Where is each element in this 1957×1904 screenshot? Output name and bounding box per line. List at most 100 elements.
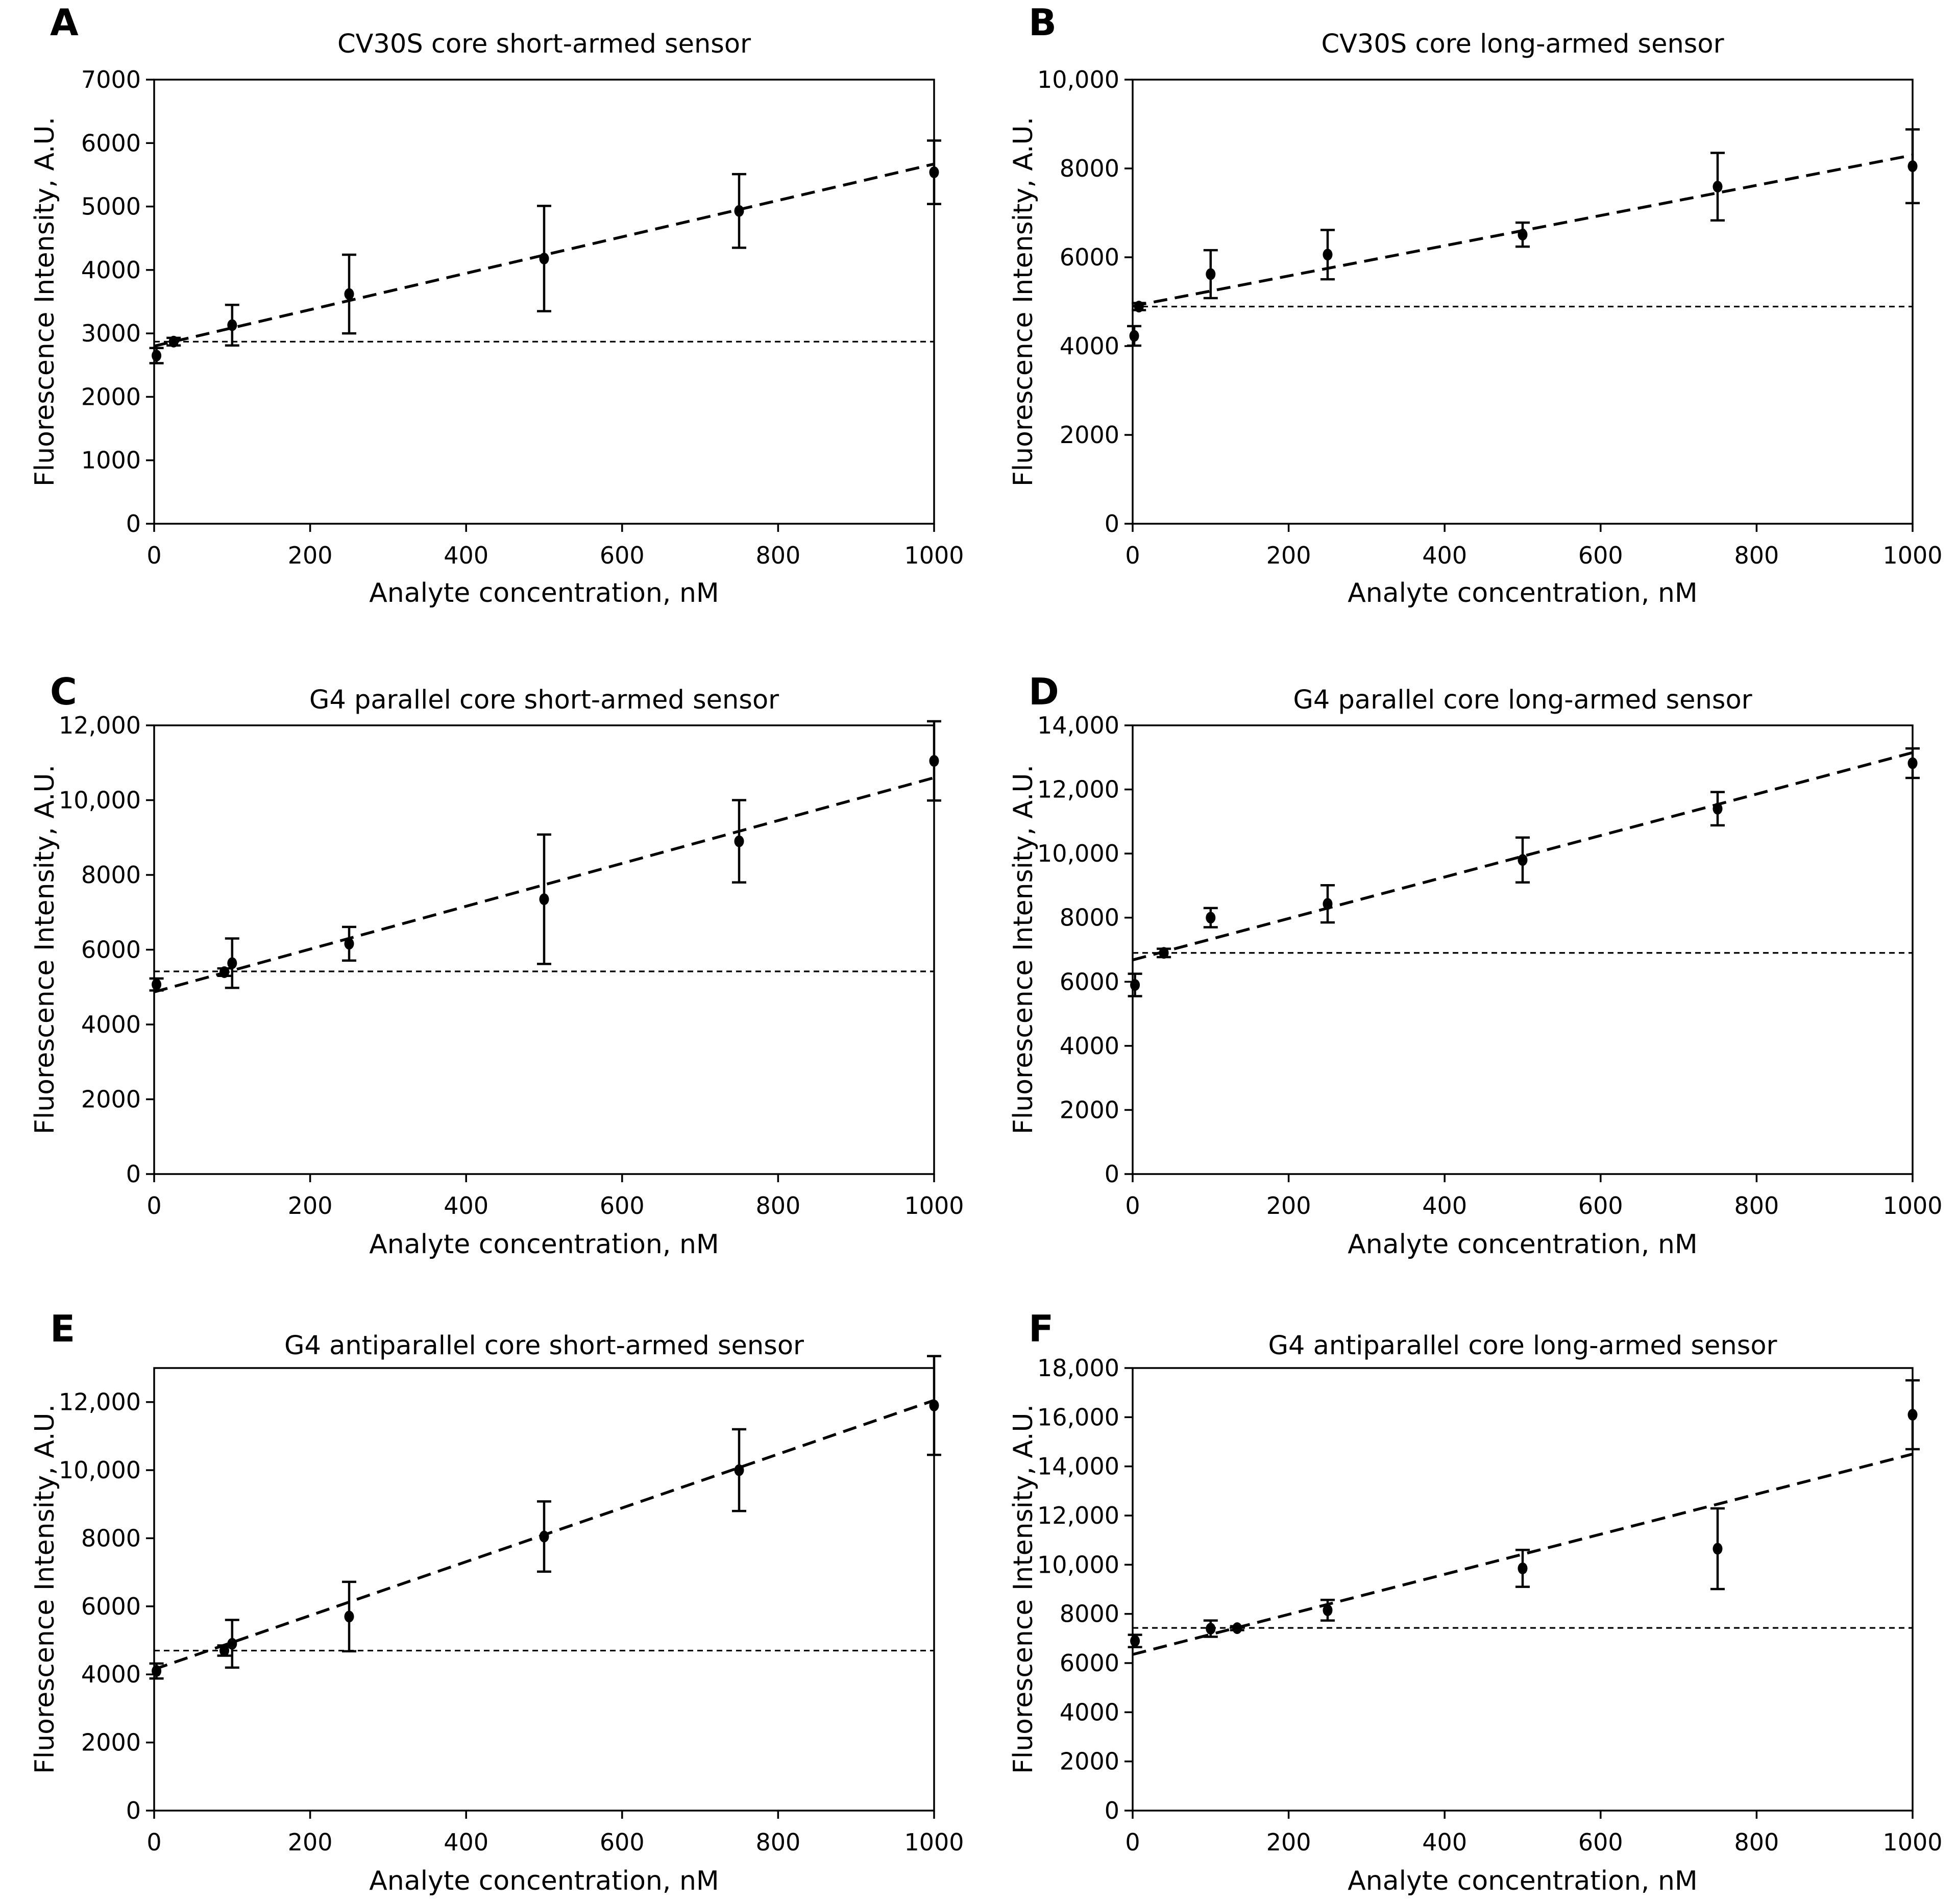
data-point-marker [929,1399,939,1411]
x-axis-label: Analyte concentration, nM [1348,1866,1698,1896]
trend-line [154,776,935,993]
y-tick-label: 0 [1105,1797,1119,1824]
data-point-marker [1323,898,1333,910]
x-tick-label: 1000 [904,1192,964,1219]
x-tick-label: 600 [1578,1828,1623,1856]
data-point-marker [1206,912,1216,924]
data-point-marker [344,1610,354,1623]
y-tick-label: 4000 [1060,1032,1119,1060]
data-point-marker [1206,1623,1216,1635]
data-point-marker [929,166,939,178]
y-tick-label: 2000 [1060,1748,1119,1775]
y-axis-label: Fluorescence Intensity, A.U. [30,116,60,487]
x-tick-label: 800 [755,542,800,569]
x-tick-label: 200 [1266,542,1311,569]
y-tick-label: 10,000 [59,1456,141,1484]
plot-frame [1132,1367,1914,1812]
x-tick-label: 800 [1734,1828,1779,1856]
x-tick-label: 1000 [1882,542,1942,569]
data-point-marker [1713,802,1723,815]
y-tick-label: 6000 [1060,1649,1119,1677]
y-tick-label: 8000 [81,1524,141,1552]
x-tick-label: 600 [600,1828,645,1856]
plot-area: 0 2000 4000 6000 8000 10,000 12,000 0 200 400 600 8… [59,712,964,1219]
data-point-marker [227,1638,237,1650]
trend-line [1132,751,1913,962]
plot-area: 0200040006000800010,00012,00014,00016,00… [1037,1354,1943,1856]
data-point-marker [1907,160,1918,173]
data-point-marker [1518,1563,1528,1575]
y-tick-label: 4000 [81,1661,141,1688]
y-tick-label: 4000 [1060,1698,1119,1726]
y-tick-label: 18,000 [1037,1354,1119,1382]
x-tick-label: 1000 [1882,1828,1942,1856]
y-tick-label: 10,000 [1037,1551,1119,1578]
x-tick-label: 400 [1422,1192,1467,1219]
trend-line [1132,1452,1913,1656]
panel-title: G4 parallel core long-armed sensor [1293,685,1752,715]
x-tick-label: 400 [1422,1828,1467,1856]
panel-c: 0 2000 4000 6000 8000 10,000 12,000 0 200 400 600 8… [0,634,978,1269]
data-point-marker [1323,249,1333,261]
y-axis-label: Fluorescence Intensity, A.U. [1008,116,1039,487]
y-tick-label: 14,000 [1037,1453,1119,1480]
data-point-marker [539,252,549,264]
data-point-marker [1907,757,1918,769]
y-tick-label: 1000 [81,447,141,474]
data-point-marker [1129,330,1139,342]
data-point-marker [1907,1409,1918,1421]
data-point-marker [1130,979,1140,991]
x-tick-label: 800 [1734,542,1779,569]
y-tick-label: 4000 [81,256,141,284]
panel-letter: D [1029,670,1059,713]
y-tick-label: 6000 [1060,968,1119,995]
y-tick-label: 0 [126,1797,141,1824]
x-tick-label: 0 [146,542,161,569]
panel-letter: C [50,670,77,713]
y-tick-label: 5000 [81,193,141,221]
y-tick-label: 4000 [81,1011,141,1038]
data-point-marker [734,205,744,217]
y-tick-label: 6000 [1060,243,1119,271]
y-tick-label: 3000 [81,320,141,347]
x-tick-label: 400 [444,1192,488,1219]
x-axis-label: Analyte concentration, nM [369,578,719,608]
y-tick-label: 10,000 [59,787,141,814]
data-point-marker [1232,1622,1242,1634]
x-tick-label: 600 [1578,542,1623,569]
plot-frame [153,1367,935,1812]
x-axis-label: Analyte concentration, nM [1348,1229,1698,1260]
plot-frame [1132,724,1914,1175]
data-point-marker [152,1665,162,1677]
data-point-marker [539,893,549,906]
panel-title: CV30S core long-armed sensor [1321,29,1724,59]
x-tick-label: 1000 [1882,1192,1942,1219]
x-tick-label: 400 [444,1828,488,1856]
y-tick-label: 6000 [81,936,141,964]
y-tick-label: 8000 [1060,904,1119,932]
data-point-marker [1713,181,1723,193]
panel-title: G4 parallel core short-armed sensor [309,685,779,715]
x-tick-label: 200 [288,1192,333,1219]
y-axis-label: Fluorescence Intensity, A.U. [30,1404,60,1774]
data-point-marker [152,350,162,362]
x-tick-label: 1000 [904,1828,964,1856]
x-tick-label: 200 [1266,1828,1311,1856]
y-tick-label: 10,000 [1037,66,1119,93]
data-point-marker [227,957,237,969]
x-tick-label: 200 [288,542,333,569]
data-point-marker [1134,301,1144,313]
x-axis-label: Analyte concentration, nM [1348,578,1698,608]
y-tick-label: 6000 [81,129,141,157]
panel-letter: A [50,1,79,44]
data-point-marker [219,1645,230,1657]
plot-frame [1132,79,1914,525]
panel-title: CV30S core short-armed sensor [337,29,751,59]
trend-line [154,162,935,348]
x-tick-label: 800 [1734,1192,1779,1219]
plot-area: 0 2000 4000 6000 8000 10,000 0 200 400 600 800 1000 [1037,66,1943,569]
y-tick-label: 12,000 [59,712,141,739]
data-point-marker [219,966,230,978]
data-point-marker [1518,854,1528,866]
